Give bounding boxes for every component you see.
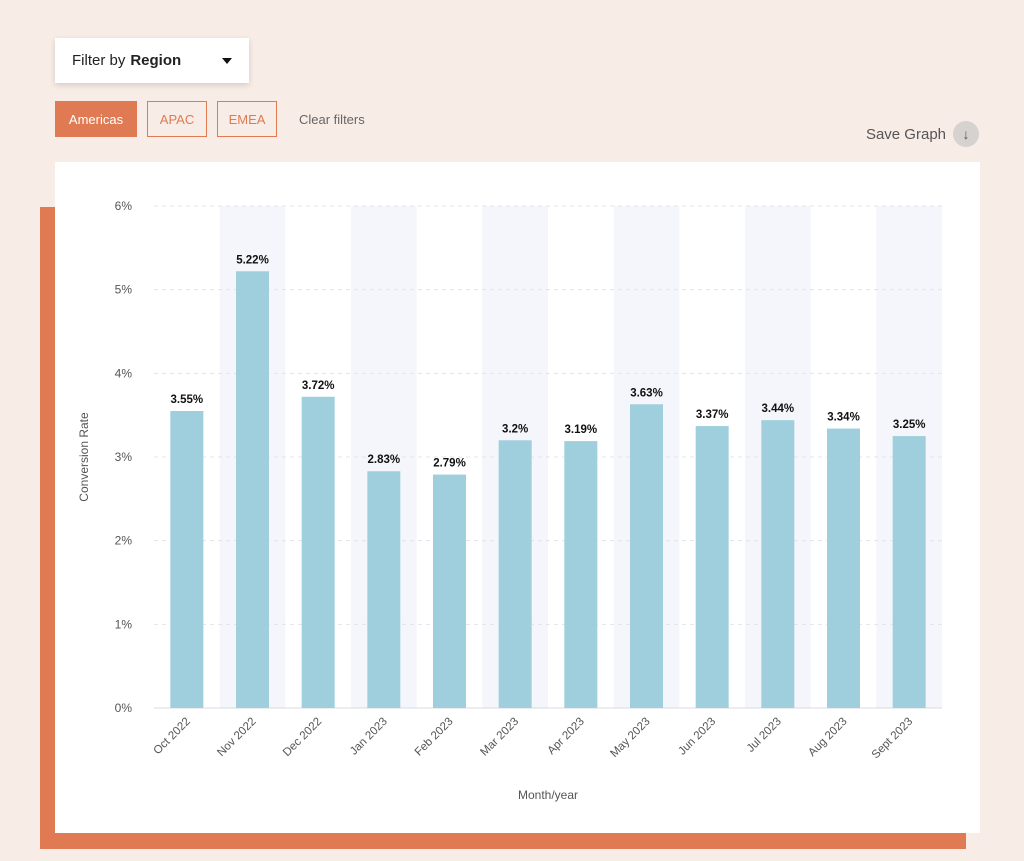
chart-card: 0% 1% 2% 3% 4% 5% 6% 3.55% Oct 2022 5.22% Nov 2022… [55,162,980,833]
x-tick-label: Oct 2022 [151,716,192,757]
region-filter-dropdown[interactable]: Filter by Region [55,38,249,83]
bar [433,474,466,708]
region-chips: Americas APAC EMEA Clear filters [55,101,365,137]
data-label: 3.55% [171,394,204,406]
y-tick-label: 2% [115,534,133,548]
chevron-down-icon [222,57,232,64]
bar [892,436,926,708]
data-label: 3.63% [630,387,663,399]
x-tick-label: Jan 2023 [348,716,390,758]
download-arrow-icon: ↓ [953,121,979,147]
data-label: 3.72% [302,380,335,392]
x-tick-label: Sept 2023 [870,716,916,762]
data-label: 3.44% [762,403,795,415]
y-axis-title: Conversion Rate [77,412,91,502]
filter-prefix: Filter by [72,52,126,69]
x-tick-label: Jun 2023 [676,716,718,758]
data-label: 3.25% [893,419,926,431]
data-label: 3.19% [565,424,598,436]
chip-americas[interactable]: Americas [55,101,137,137]
data-label: 5.22% [236,254,269,266]
filter-field: Region [130,52,182,69]
bar [564,441,598,708]
x-tick-label: Mar 2023 [478,716,521,759]
save-graph-label: Save Graph [865,125,946,143]
bar [498,440,532,708]
bar [761,420,795,708]
y-tick-label: 3% [115,450,133,464]
x-tick-label: Nov 2022 [215,716,258,759]
bar [630,404,663,708]
x-tick-label: Dec 2022 [281,716,324,759]
data-label: 3.37% [696,409,729,421]
chip-emea[interactable]: EMEA [217,101,277,137]
data-label: 2.79% [433,458,466,470]
clear-filters-link[interactable]: Clear filters [299,111,365,127]
x-tick-label: Jul 2023 [745,716,784,755]
y-tick-label: 6% [115,199,133,213]
y-tick-label: 5% [115,283,133,297]
data-label: 2.83% [368,454,401,466]
x-tick-label: Aug 2023 [806,716,849,759]
bar [170,410,204,708]
bar [695,426,729,708]
bar [236,271,269,708]
bar [367,471,401,708]
data-label: 3.34% [827,412,860,424]
save-graph-button[interactable]: Save Graph ↓ [866,121,979,147]
conversion-rate-chart: 0% 1% 2% 3% 4% 5% 6% 3.55% Oct 2022 5.22% Nov 2022… [77,199,942,802]
x-tick-label: May 2023 [608,716,652,760]
x-tick-label: Feb 2023 [413,716,456,759]
y-tick-label: 0% [115,701,133,715]
bar [827,428,860,708]
data-label: 3.2% [502,423,528,435]
y-tick-label: 1% [115,617,133,631]
x-tick-label: Apr 2023 [545,716,586,757]
x-axis-title: Month/year [518,788,578,802]
chip-apac[interactable]: APAC [147,101,207,137]
y-tick-label: 4% [115,366,133,380]
bar [301,396,335,708]
